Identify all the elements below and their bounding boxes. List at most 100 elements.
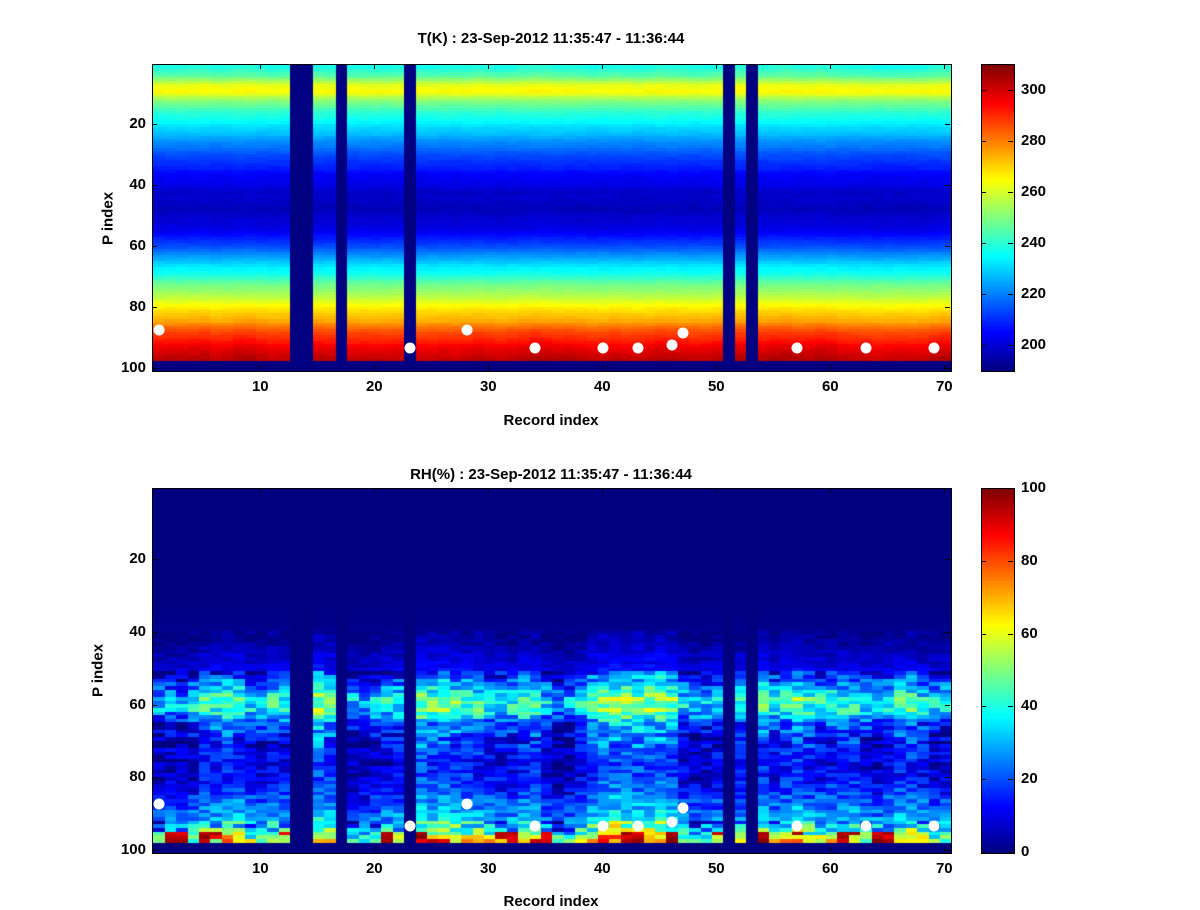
record-marker <box>791 820 803 832</box>
colorbar-tick <box>1008 779 1013 781</box>
y-tick <box>945 123 950 125</box>
humidity-axes <box>152 488 952 854</box>
colorbar-tick-label: 220 <box>1021 284 1047 302</box>
record-marker <box>666 816 678 828</box>
record-marker <box>928 820 940 832</box>
colorbar-tick <box>981 560 986 562</box>
colorbar-tick <box>981 191 986 193</box>
record-marker <box>529 820 541 832</box>
colorbar-tick <box>1008 140 1013 142</box>
x-tick-label: 50 <box>707 378 725 395</box>
x-tick <box>602 64 604 69</box>
x-tick <box>830 365 832 370</box>
colorbar-tick <box>1008 242 1013 244</box>
x-tick <box>944 365 946 370</box>
record-marker <box>860 820 871 832</box>
x-tick <box>602 488 604 493</box>
temperature-ylabel: P index <box>99 191 117 246</box>
y-tick <box>152 184 157 186</box>
colorbar-tick <box>981 293 986 295</box>
x-tick-label: 10 <box>251 378 269 395</box>
y-tick <box>152 631 157 633</box>
humidity-title: RH(%) : 23-Sep-2012 11:35:47 - 11:36:44 <box>410 466 692 483</box>
record-marker <box>153 324 165 336</box>
x-tick <box>944 488 946 493</box>
x-tick <box>830 64 832 69</box>
colorbar-tick <box>1008 852 1013 853</box>
colorbar-tick <box>981 633 986 635</box>
colorbar-tick-label: 260 <box>1021 182 1047 200</box>
y-tick <box>152 777 157 779</box>
temperature-xlabel: Record index <box>503 412 599 429</box>
colorbar-tick <box>981 852 986 853</box>
colorbar-tick-label: 100 <box>1021 479 1047 496</box>
x-tick <box>260 365 262 370</box>
record-marker <box>404 342 415 354</box>
x-tick <box>260 488 262 493</box>
temperature-panel: T(K) : 23-Sep-2012 11:35:47 - 11:36:44 1… <box>0 0 1200 450</box>
colorbar-tick-label: 20 <box>1021 770 1038 788</box>
y-tick-label: 40 <box>129 622 146 640</box>
x-tick <box>488 847 490 852</box>
x-tick-label: 70 <box>935 378 953 395</box>
x-tick <box>374 64 376 69</box>
colorbar-tick <box>981 488 986 489</box>
colorbar-tick-label: 80 <box>1021 551 1038 569</box>
record-marker <box>529 342 541 354</box>
x-tick <box>716 64 718 69</box>
x-tick <box>260 847 262 852</box>
temperature-heatmap <box>153 65 951 371</box>
x-tick-label: 20 <box>365 860 383 877</box>
y-tick <box>152 123 157 125</box>
x-tick <box>260 64 262 69</box>
colorbar-tick <box>1008 191 1013 193</box>
y-tick <box>152 704 157 706</box>
record-marker <box>461 324 472 336</box>
record-marker <box>677 327 689 339</box>
x-tick-label: 50 <box>707 860 725 877</box>
record-marker <box>928 342 940 354</box>
colorbar-tick-label: 280 <box>1021 131 1047 149</box>
humidity-panel: RH(%) : 23-Sep-2012 11:35:47 - 11:36:44 … <box>0 450 1200 910</box>
y-tick-label: 60 <box>129 237 146 255</box>
colorbar-tick-label: 200 <box>1021 335 1047 353</box>
colorbar-tick <box>981 344 986 346</box>
colorbar-tick <box>981 242 986 244</box>
humidity-colorbar <box>981 488 1015 854</box>
colorbar-tick <box>1008 344 1013 346</box>
x-tick <box>488 365 490 370</box>
y-tick <box>945 246 950 248</box>
record-marker <box>666 339 678 351</box>
colorbar-tick <box>1008 633 1013 635</box>
colorbar-tick-label: 0 <box>1021 843 1030 860</box>
record-marker <box>860 342 871 354</box>
x-tick-label: 30 <box>479 860 497 877</box>
y-tick-label: 20 <box>129 114 146 132</box>
x-tick <box>374 365 376 370</box>
y-tick <box>152 850 157 852</box>
colorbar-tick <box>1008 293 1013 295</box>
x-tick <box>488 64 490 69</box>
x-tick <box>944 847 946 852</box>
x-tick-label: 30 <box>479 378 497 395</box>
record-marker <box>404 820 415 832</box>
x-tick <box>716 365 718 370</box>
x-tick <box>488 488 490 493</box>
record-marker <box>632 342 643 354</box>
temperature-axes <box>152 64 952 372</box>
y-tick <box>945 368 950 370</box>
humidity-ylabel: P index <box>89 643 107 698</box>
record-marker <box>791 342 803 354</box>
colorbar-tick <box>1008 488 1013 489</box>
temperature-title: T(K) : 23-Sep-2012 11:35:47 - 11:36:44 <box>417 30 685 47</box>
record-marker <box>632 820 643 832</box>
humidity-colorbar-gradient <box>982 489 1014 853</box>
y-tick <box>152 558 157 560</box>
y-tick <box>945 558 950 560</box>
x-tick <box>374 847 376 852</box>
colorbar-tick <box>1008 560 1013 562</box>
y-tick-label: 60 <box>129 695 146 713</box>
humidity-heatmap <box>153 489 951 853</box>
humidity-xlabel: Record index <box>503 893 599 910</box>
colorbar-tick <box>981 89 986 91</box>
